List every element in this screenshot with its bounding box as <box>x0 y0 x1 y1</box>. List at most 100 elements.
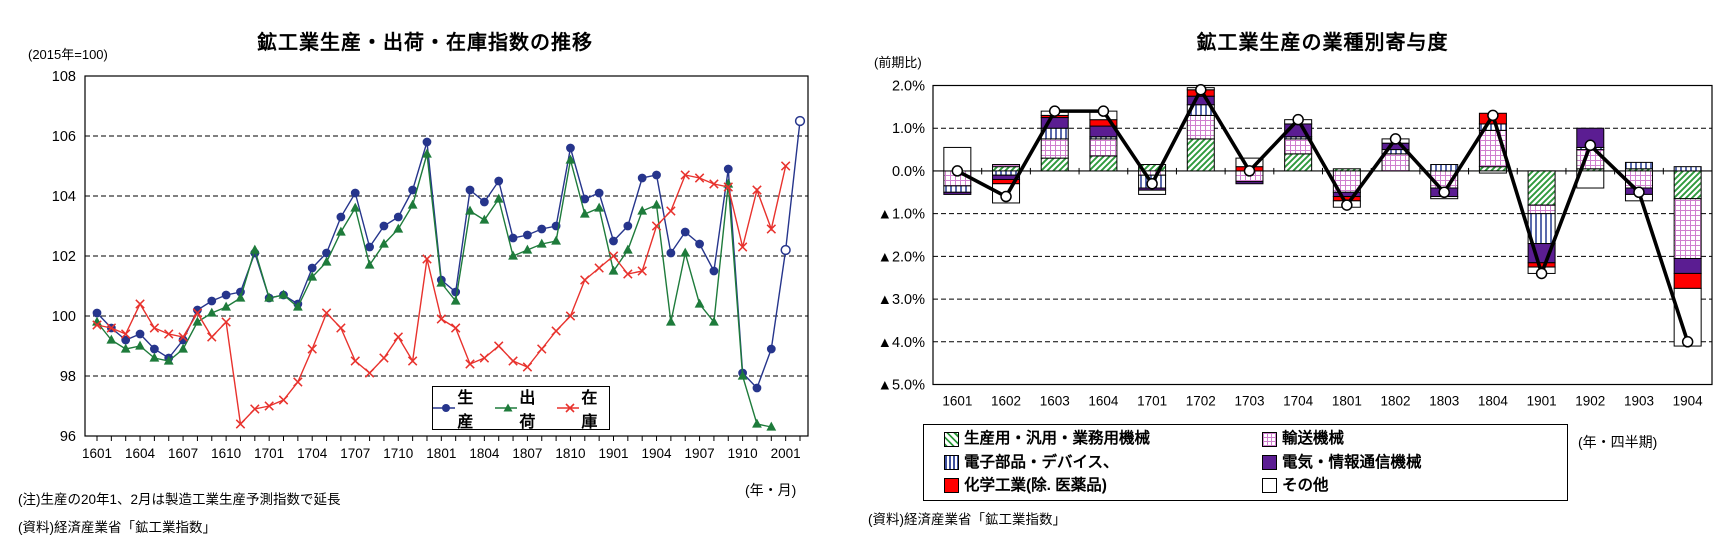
x-axis-tick-label: 1604 <box>125 446 156 461</box>
bar-segment-生産用・汎用・業務用機械 <box>1040 157 1069 172</box>
marker-生産 <box>135 329 145 339</box>
marker-在庫 <box>164 329 174 339</box>
x-axis-tick-label: 1902 <box>1575 394 1605 409</box>
legend-item-生産用・汎用・業務用機械: 生産用・汎用・業務用機械 <box>944 428 1262 450</box>
bar-segment-電気・情報通信機械 <box>1673 257 1702 274</box>
legend-label: その他 <box>1282 476 1329 494</box>
marker-生産 <box>207 296 217 306</box>
marker-出荷 <box>450 295 461 305</box>
x-axis-tick-label: 1910 <box>728 446 758 461</box>
marker-生産 <box>479 197 489 207</box>
legend-label: 生産用・汎用・業務用機械 <box>964 430 1151 448</box>
series-line-生産 <box>96 120 801 390</box>
marker-在庫 <box>264 401 274 411</box>
marker-生産 <box>594 188 604 198</box>
marker-出荷 <box>135 340 145 350</box>
marker-出荷 <box>292 301 303 311</box>
x-axis-tick-label: 1710 <box>383 446 413 461</box>
bar-segment-輸送機械 <box>1040 138 1069 159</box>
legend-swatch-icon <box>1262 478 1277 494</box>
left-chart-source: (資料)経済産業省「鉱工業指数」 <box>18 520 216 535</box>
marker-生産 <box>365 242 374 252</box>
marker-出荷 <box>737 370 748 380</box>
marker-在庫 <box>192 308 203 318</box>
legend-item-出荷: 出荷 <box>495 384 547 432</box>
marker-出荷 <box>637 205 648 215</box>
marker-在庫 <box>321 308 332 318</box>
marker-出荷 <box>766 421 777 431</box>
x-axis-tick-label: 1701 <box>1137 394 1167 409</box>
marker-在庫 <box>580 275 590 285</box>
marker-在庫 <box>537 344 547 354</box>
marker-生産 <box>766 344 776 354</box>
marker-出荷 <box>551 235 562 245</box>
legend-label: 出荷 <box>519 390 536 431</box>
y-axis-tick-label: 2.0% <box>892 79 925 95</box>
marker-出荷 <box>436 277 447 287</box>
marker-在庫 <box>407 356 418 366</box>
total-line-marker <box>1000 190 1012 203</box>
x-axis-tick-label: 1801 <box>1332 394 1362 409</box>
x-axis-tick-label: 1601 <box>82 446 112 461</box>
bar-segment-その他 <box>1478 170 1507 174</box>
x-axis-tick-label: 1901 <box>598 446 628 461</box>
bar-segment-輸送機械 <box>1284 138 1313 155</box>
legend-marker-x-icon <box>557 403 580 413</box>
marker-生産 <box>494 176 504 186</box>
legend-item-在庫: 在庫 <box>557 384 609 432</box>
left-chart-axis-unit: (年・月) <box>745 482 797 498</box>
right-plot-group: 2.0% 1.0% 0.0% ▲1.0% ▲2.0% ▲3.0% ▲4.0% ▲5.0% 160… <box>878 79 1713 409</box>
marker-在庫 <box>694 173 705 183</box>
bar-segment-化学工業(除. 医薬品) <box>1527 262 1556 268</box>
marker-在庫 <box>379 353 389 363</box>
marker-生産 <box>695 239 704 249</box>
bar-segment-その他 <box>1138 189 1167 195</box>
marker-在庫 <box>422 254 432 264</box>
marker-出荷 <box>536 238 547 248</box>
marker-出荷 <box>493 193 504 203</box>
y-axis-tick-label: 96 <box>60 429 76 445</box>
forecast-marker-生産 <box>794 115 806 127</box>
marker-出荷 <box>106 334 117 344</box>
total-line-marker <box>1584 139 1597 152</box>
marker-出荷 <box>206 307 217 317</box>
x-axis-tick-label: 1907 <box>685 446 715 461</box>
x-axis-tick-label: 1804 <box>1478 394 1509 409</box>
marker-在庫 <box>780 161 791 171</box>
marker-出荷 <box>594 202 605 212</box>
x-axis-tick-label: 1707 <box>340 446 370 461</box>
marker-在庫 <box>766 224 777 234</box>
marker-在庫 <box>623 269 633 279</box>
bar-segment-輸送機械 <box>1381 153 1410 172</box>
marker-在庫 <box>737 242 748 252</box>
legend-label: 生産 <box>457 390 474 431</box>
marker-出荷 <box>264 292 275 302</box>
marker-生産 <box>508 233 518 243</box>
bar-segment-輸送機械 <box>1186 114 1215 140</box>
x-axis-tick-label: 1602 <box>991 394 1021 409</box>
marker-在庫 <box>709 179 719 189</box>
bar-segment-生産用・汎用・業務用機械 <box>1478 166 1507 172</box>
legend-item-電子部品・デバイス、: 電子部品・デバイス、 <box>944 452 1262 474</box>
bar-segment-電気・情報通信機械 <box>1235 181 1264 185</box>
marker-在庫 <box>752 185 762 195</box>
bar-segment-電子部品・デバイス、 <box>943 185 972 193</box>
marker-在庫 <box>651 221 662 231</box>
bar-segment-電気・情報通信機械 <box>943 191 972 195</box>
bar-segment-電子部品・デバイス、 <box>1673 166 1702 172</box>
marker-出荷 <box>479 214 490 224</box>
total-line-marker <box>951 165 964 177</box>
y-axis-tick-label: ▲4.0% <box>878 335 926 351</box>
marker-生産 <box>566 143 575 153</box>
legend-item-その他: その他 <box>1262 475 1567 497</box>
marker-在庫 <box>120 329 131 339</box>
right-chart-title: 鉱工業生産の業種別寄与度 <box>1196 32 1449 54</box>
marker-在庫 <box>106 323 117 333</box>
marker-生産 <box>723 164 733 174</box>
bar-segment-輸送機械 <box>1673 198 1702 259</box>
bar-segment-輸送機械 <box>992 164 1021 168</box>
marker-出荷 <box>307 271 318 281</box>
bar-segment-生産用・汎用・業務用機械 <box>1284 153 1313 172</box>
total-line-marker <box>1389 133 1402 145</box>
marker-生産 <box>422 137 432 147</box>
